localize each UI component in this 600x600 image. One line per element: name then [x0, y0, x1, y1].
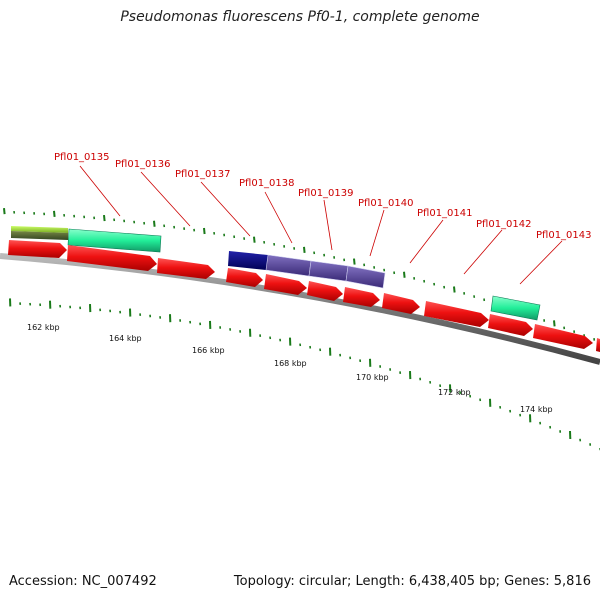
gene-label: Pfl01_0143 — [536, 230, 592, 241]
outer-tick — [453, 286, 456, 293]
genome-backbone — [0, 253, 600, 365]
cds-arrow — [343, 287, 380, 307]
accession-label: Accession: NC_007492 — [9, 574, 157, 589]
cds-arrow — [596, 338, 600, 352]
feature-green-1 — [67, 228, 162, 253]
outer-tick — [53, 210, 56, 217]
gene-label: Pfl01_0139 — [298, 188, 354, 199]
genome-stats-label: Topology: circular; Length: 6,438,405 bp… — [233, 574, 591, 589]
outer-tick — [153, 220, 156, 227]
outer-tick — [403, 271, 406, 278]
gene-label: Pfl01_0135 — [54, 152, 110, 163]
cds-arrow — [264, 274, 307, 295]
feature-slate-3 — [345, 265, 386, 289]
scale-tick-row — [9, 298, 600, 451]
gene-label: Pfl01_0137 — [175, 169, 231, 180]
scale-label: 168 kbp — [274, 359, 307, 368]
scale-labels: 162 kbp 164 kbp 166 kbp 168 kbp 170 kbp … — [27, 323, 553, 414]
cds-arrow — [488, 314, 533, 336]
cds-arrow — [382, 293, 420, 314]
cds-arrow — [424, 301, 489, 327]
feature-slate-1 — [265, 254, 312, 277]
feature-slate-2 — [308, 260, 349, 282]
outer-tick — [203, 227, 206, 235]
outer-tick — [253, 236, 256, 243]
scale-label: 162 kbp — [27, 323, 60, 332]
outer-tick — [3, 208, 6, 215]
scale-label: 172 kbp — [438, 388, 471, 397]
feature-navy — [228, 251, 268, 270]
cds-arrow — [67, 245, 157, 271]
outer-tick — [103, 214, 106, 222]
gene-labels: Pfl01_0135 Pfl01_0136 Pfl01_0137 Pfl01_0… — [54, 152, 592, 285]
gene-label: Pfl01_0138 — [239, 178, 295, 189]
gene-label: Pfl01_0140 — [358, 198, 414, 209]
feature-green-2 — [490, 295, 541, 321]
outer-tick — [303, 246, 306, 253]
scale-label: 164 kbp — [109, 334, 142, 343]
cds-arrow — [157, 258, 215, 279]
scale-label: 174 kbp — [520, 405, 553, 414]
cds-track — [8, 240, 600, 352]
scale-label: 166 kbp — [192, 346, 225, 355]
gene-label: Pfl01_0141 — [417, 208, 473, 219]
cds-arrow — [226, 268, 263, 287]
gene-label: Pfl01_0142 — [476, 219, 532, 230]
feature-olive — [11, 231, 68, 240]
outer-tick — [553, 320, 556, 327]
cds-arrow — [8, 240, 67, 258]
outer-tick — [353, 258, 356, 265]
feature-track — [11, 226, 541, 321]
genome-title: Pseudomonas fluorescens Pf0-1, complete … — [120, 9, 480, 25]
cds-arrow — [533, 324, 593, 349]
outer-tick-row — [3, 208, 596, 341]
cds-arrow — [307, 281, 343, 301]
gene-label: Pfl01_0136 — [115, 159, 171, 170]
feature-lime — [11, 226, 68, 233]
scale-label: 170 kbp — [356, 373, 389, 382]
